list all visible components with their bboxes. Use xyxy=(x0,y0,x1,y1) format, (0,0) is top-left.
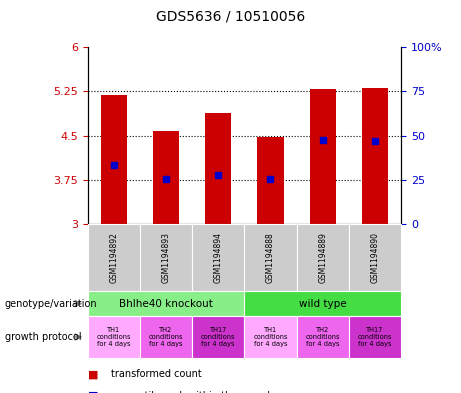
Text: TH2
conditions
for 4 days: TH2 conditions for 4 days xyxy=(306,327,340,347)
Bar xyxy=(88,291,244,316)
Bar xyxy=(140,224,192,291)
Text: percentile rank within the sample: percentile rank within the sample xyxy=(111,391,276,393)
Bar xyxy=(192,224,244,291)
Text: GDS5636 / 10510056: GDS5636 / 10510056 xyxy=(156,9,305,24)
Text: GSM1194889: GSM1194889 xyxy=(318,232,327,283)
Bar xyxy=(244,291,401,316)
Bar xyxy=(362,88,388,224)
Text: TH17
conditions
for 4 days: TH17 conditions for 4 days xyxy=(358,327,392,347)
Bar xyxy=(100,95,127,224)
Bar xyxy=(205,113,231,224)
Bar xyxy=(310,89,336,224)
Text: ■: ■ xyxy=(88,391,98,393)
Text: GSM1194892: GSM1194892 xyxy=(109,232,118,283)
Text: TH17
conditions
for 4 days: TH17 conditions for 4 days xyxy=(201,327,236,347)
Bar xyxy=(296,224,349,291)
Text: GSM1194893: GSM1194893 xyxy=(161,232,171,283)
Bar xyxy=(244,224,296,291)
Bar xyxy=(192,316,244,358)
Text: TH1
conditions
for 4 days: TH1 conditions for 4 days xyxy=(96,327,131,347)
Bar xyxy=(349,316,401,358)
Bar xyxy=(257,137,284,224)
Bar xyxy=(88,224,140,291)
Text: wild type: wild type xyxy=(299,299,347,309)
Bar xyxy=(296,316,349,358)
Text: TH1
conditions
for 4 days: TH1 conditions for 4 days xyxy=(253,327,288,347)
Text: GSM1194888: GSM1194888 xyxy=(266,232,275,283)
Text: GSM1194894: GSM1194894 xyxy=(214,232,223,283)
Text: Bhlhe40 knockout: Bhlhe40 knockout xyxy=(119,299,213,309)
Text: transformed count: transformed count xyxy=(111,369,201,379)
Text: genotype/variation: genotype/variation xyxy=(5,299,97,309)
Bar xyxy=(244,316,296,358)
Bar xyxy=(349,224,401,291)
Text: GSM1194890: GSM1194890 xyxy=(371,232,379,283)
Bar xyxy=(88,316,140,358)
Text: TH2
conditions
for 4 days: TH2 conditions for 4 days xyxy=(149,327,183,347)
Text: ■: ■ xyxy=(88,369,98,379)
Bar xyxy=(153,131,179,224)
Text: growth protocol: growth protocol xyxy=(5,332,81,342)
Bar xyxy=(140,316,192,358)
